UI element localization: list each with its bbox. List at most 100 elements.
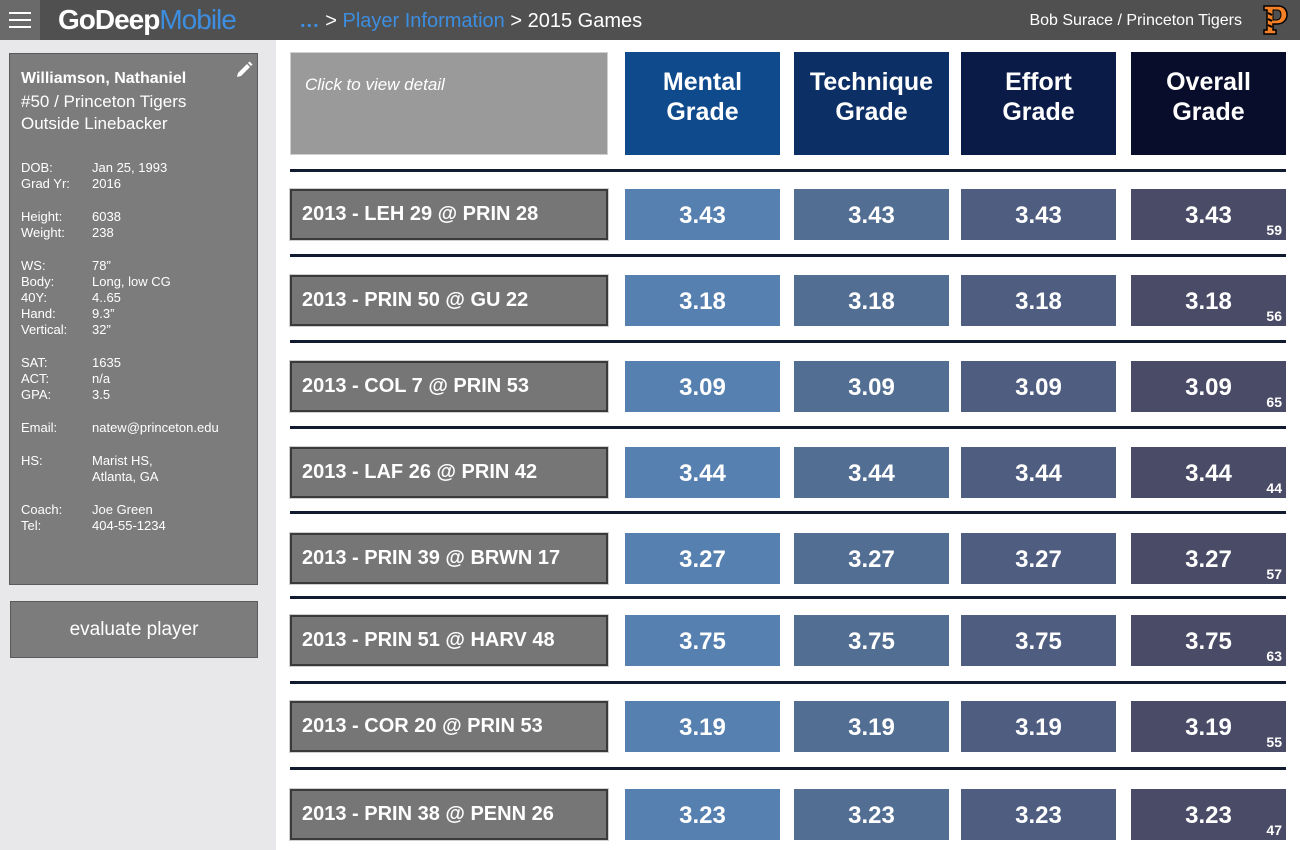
technique-grade-cell[interactable]: 3.27 bbox=[794, 533, 949, 584]
overall-grade-cell[interactable]: 3.09 65 bbox=[1131, 361, 1286, 412]
overall-grade-value: 3.43 bbox=[1185, 202, 1232, 229]
technique-grade-value: 3.27 bbox=[848, 546, 895, 573]
effort-grade-cell[interactable]: 3.18 bbox=[961, 275, 1116, 326]
overall-grade-cell[interactable]: 3.43 59 bbox=[1131, 189, 1286, 240]
overall-grade-value: 3.09 bbox=[1185, 374, 1232, 401]
technique-grade-header[interactable]: Technique Grade bbox=[794, 52, 949, 155]
game-row-button[interactable]: 2013 - COR 20 @ PRIN 53 bbox=[289, 700, 609, 753]
effort-grade-cell[interactable]: 3.19 bbox=[961, 701, 1116, 752]
technique-grade-cell[interactable]: 3.23 bbox=[794, 789, 949, 840]
detail-hint-header[interactable]: Click to view detail bbox=[290, 52, 608, 155]
game-row-button[interactable]: 2013 - LEH 29 @ PRIN 28 bbox=[289, 188, 609, 241]
pencil-icon[interactable] bbox=[234, 60, 254, 80]
mental-grade-value: 3.09 bbox=[679, 374, 726, 401]
effort-grade-value: 3.43 bbox=[1015, 202, 1062, 229]
player-number-team: #50 / Princeton Tigers bbox=[21, 92, 187, 111]
game-row-button[interactable]: 2013 - LAF 26 @ PRIN 42 bbox=[289, 446, 609, 499]
effort-grade-cell[interactable]: 3.43 bbox=[961, 189, 1116, 240]
mental-grade-header[interactable]: Mental Grade bbox=[625, 52, 780, 155]
technique-grade-cell[interactable]: 3.75 bbox=[794, 615, 949, 666]
top-bar: GoDeepMobile ... > Player Information > … bbox=[0, 0, 1300, 40]
player-info-key: Tel: bbox=[21, 518, 42, 533]
player-info-key: SAT: bbox=[21, 355, 48, 370]
technique-grade-value: 3.18 bbox=[848, 288, 895, 315]
technique-grade-cell[interactable]: 3.19 bbox=[794, 701, 949, 752]
mental-grade-value: 3.43 bbox=[679, 202, 726, 229]
player-info-value: Atlanta, GA bbox=[92, 469, 159, 484]
overall-grade-cell[interactable]: 3.75 63 bbox=[1131, 615, 1286, 666]
technique-grade-value: 3.19 bbox=[848, 714, 895, 741]
breadcrumb-player-information[interactable]: Player Information bbox=[342, 10, 505, 32]
effort-grade-cell[interactable]: 3.09 bbox=[961, 361, 1116, 412]
mental-grade-cell[interactable]: 3.44 bbox=[625, 447, 780, 498]
technique-grade-cell[interactable]: 3.09 bbox=[794, 361, 949, 412]
header-label-line: Grade bbox=[666, 97, 739, 126]
player-info-key: Email: bbox=[21, 420, 58, 435]
effort-grade-header-label: Effort Grade bbox=[969, 67, 1109, 127]
effort-grade-value: 3.23 bbox=[1015, 802, 1062, 829]
breadcrumb-separator: > bbox=[510, 10, 523, 32]
mental-grade-cell[interactable]: 3.23 bbox=[625, 789, 780, 840]
mental-grade-cell[interactable]: 3.75 bbox=[625, 615, 780, 666]
logo-suffix: Mobile bbox=[159, 4, 236, 35]
game-row-button[interactable]: 2013 - PRIN 51 @ HARV 48 bbox=[289, 614, 609, 667]
row-divider bbox=[290, 681, 1286, 684]
effort-grade-value: 3.19 bbox=[1015, 714, 1062, 741]
effort-grade-cell[interactable]: 3.27 bbox=[961, 533, 1116, 584]
overall-grade-cell[interactable]: 3.18 56 bbox=[1131, 275, 1286, 326]
player-info-value: 4..65 bbox=[92, 290, 121, 305]
effort-grade-cell[interactable]: 3.23 bbox=[961, 789, 1116, 840]
player-info-value: 2016 bbox=[92, 176, 121, 191]
overall-rank-badge: 55 bbox=[1266, 734, 1282, 750]
effort-grade-cell[interactable]: 3.75 bbox=[961, 615, 1116, 666]
overall-rank-badge: 57 bbox=[1266, 566, 1282, 582]
breadcrumb-current: 2015 Games bbox=[527, 10, 643, 32]
player-info-value: natew@princeton.edu bbox=[92, 420, 219, 435]
player-info-key: DOB: bbox=[21, 160, 53, 175]
game-row-button[interactable]: 2013 - PRIN 50 @ GU 22 bbox=[289, 274, 609, 327]
technique-grade-value: 3.23 bbox=[848, 802, 895, 829]
user-team-label: Bob Surace / Princeton Tigers bbox=[1029, 12, 1242, 29]
player-info-key: HS: bbox=[21, 453, 43, 468]
hamburger-menu-icon[interactable] bbox=[0, 0, 40, 40]
technique-grade-cell[interactable]: 3.18 bbox=[794, 275, 949, 326]
technique-grade-value: 3.09 bbox=[848, 374, 895, 401]
app-logo[interactable]: GoDeepMobile bbox=[58, 4, 237, 36]
mental-grade-cell[interactable]: 3.18 bbox=[625, 275, 780, 326]
game-row-button[interactable]: 2013 - PRIN 39 @ BRWN 17 bbox=[289, 532, 609, 585]
effort-grade-header[interactable]: Effort Grade bbox=[961, 52, 1116, 155]
row-divider bbox=[290, 767, 1286, 770]
evaluate-player-button[interactable]: evaluate player bbox=[10, 601, 258, 658]
mental-grade-cell[interactable]: 3.09 bbox=[625, 361, 780, 412]
player-info-key: Hand: bbox=[21, 306, 56, 321]
technique-grade-cell[interactable]: 3.44 bbox=[794, 447, 949, 498]
game-row-button[interactable]: 2013 - PRIN 38 @ PENN 26 bbox=[289, 788, 609, 841]
overall-grade-header-label: Overall Grade bbox=[1139, 67, 1279, 127]
overall-rank-badge: 63 bbox=[1266, 648, 1282, 664]
mental-grade-header-label: Mental Grade bbox=[633, 67, 773, 127]
mental-grade-value: 3.27 bbox=[679, 546, 726, 573]
effort-grade-cell[interactable]: 3.44 bbox=[961, 447, 1116, 498]
game-row-button[interactable]: 2013 - COL 7 @ PRIN 53 bbox=[289, 360, 609, 413]
player-info-value: 3.5 bbox=[92, 387, 111, 402]
overall-grade-cell[interactable]: 3.23 47 bbox=[1131, 789, 1286, 840]
breadcrumb-more[interactable]: ... bbox=[300, 10, 320, 32]
effort-grade-value: 3.27 bbox=[1015, 546, 1062, 573]
breadcrumb: ... > Player Information > 2015 Games bbox=[300, 9, 642, 33]
overall-grade-cell[interactable]: 3.19 55 bbox=[1131, 701, 1286, 752]
mental-grade-cell[interactable]: 3.27 bbox=[625, 533, 780, 584]
overall-grade-cell[interactable]: 3.27 57 bbox=[1131, 533, 1286, 584]
overall-grade-cell[interactable]: 3.44 44 bbox=[1131, 447, 1286, 498]
technique-grade-value: 3.75 bbox=[848, 628, 895, 655]
overall-grade-header[interactable]: Overall Grade bbox=[1131, 52, 1286, 155]
mental-grade-value: 3.75 bbox=[679, 628, 726, 655]
effort-grade-value: 3.09 bbox=[1015, 374, 1062, 401]
mental-grade-value: 3.44 bbox=[679, 460, 726, 487]
header-label-line: Overall bbox=[1166, 67, 1251, 96]
mental-grade-cell[interactable]: 3.43 bbox=[625, 189, 780, 240]
row-divider bbox=[290, 169, 1286, 172]
header-label-line: Grade bbox=[1172, 97, 1245, 126]
logo-wordmark: GoDeep bbox=[58, 4, 160, 35]
technique-grade-cell[interactable]: 3.43 bbox=[794, 189, 949, 240]
mental-grade-cell[interactable]: 3.19 bbox=[625, 701, 780, 752]
